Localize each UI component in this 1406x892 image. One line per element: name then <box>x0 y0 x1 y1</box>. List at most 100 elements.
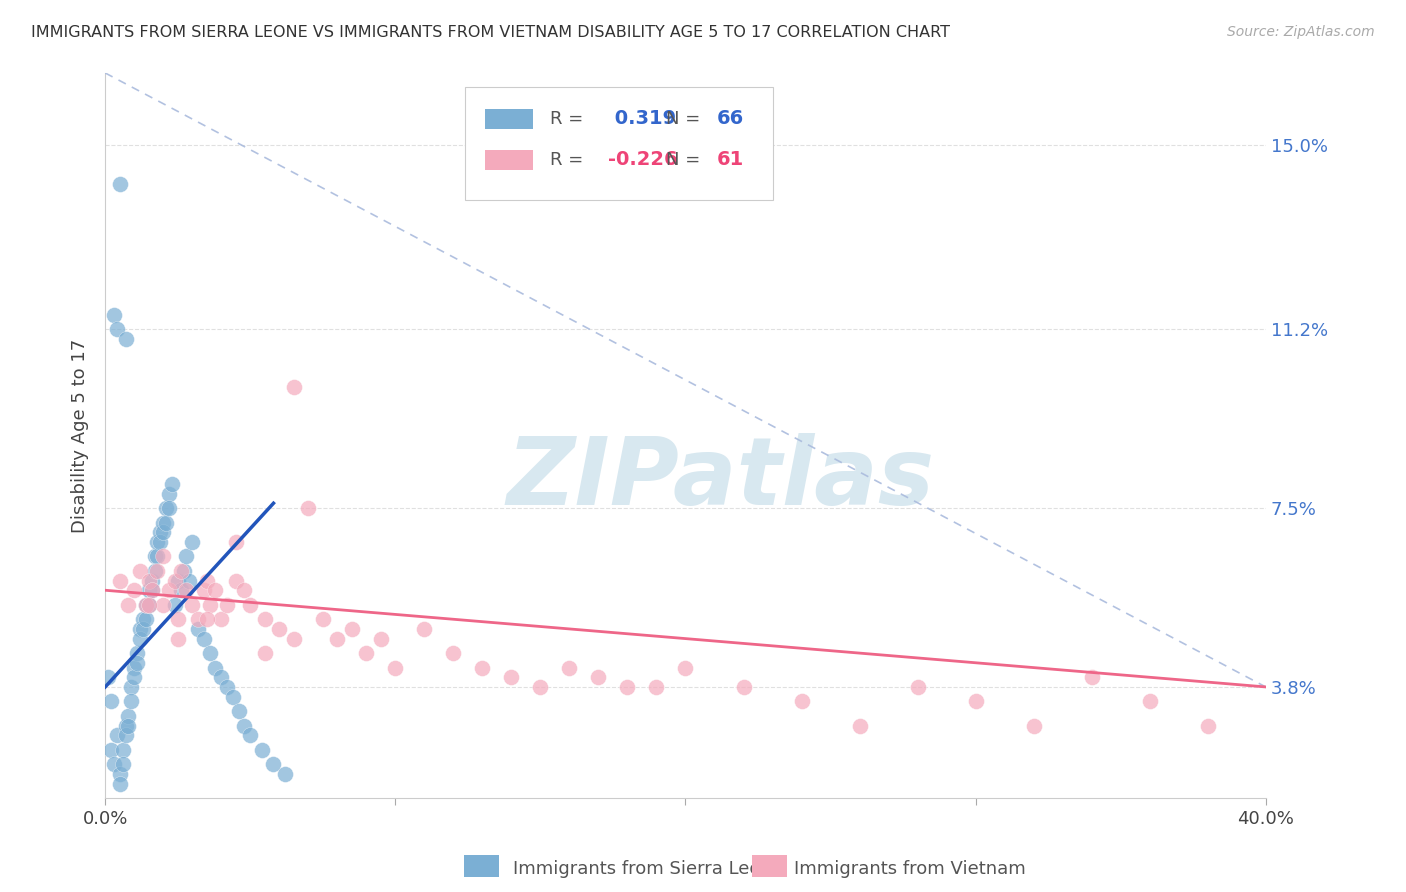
Point <box>370 632 392 646</box>
Point <box>907 680 929 694</box>
Point <box>103 308 125 322</box>
Point <box>274 767 297 781</box>
Point <box>141 583 163 598</box>
Point <box>138 598 160 612</box>
Point <box>675 660 697 674</box>
Point <box>1139 694 1161 708</box>
Point <box>163 574 186 588</box>
Point <box>250 743 273 757</box>
Text: -0.226: -0.226 <box>607 151 678 169</box>
Text: N =: N = <box>666 110 700 128</box>
Point <box>176 549 198 564</box>
Point <box>441 646 464 660</box>
Text: Source: ZipAtlas.com: Source: ZipAtlas.com <box>1227 25 1375 39</box>
Point <box>122 583 145 598</box>
Point <box>1080 670 1102 684</box>
Point <box>173 564 195 578</box>
Point <box>233 583 256 598</box>
Text: IMMIGRANTS FROM SIERRA LEONE VS IMMIGRANTS FROM VIETNAM DISABILITY AGE 5 TO 17 C: IMMIGRANTS FROM SIERRA LEONE VS IMMIGRAN… <box>31 25 950 40</box>
Point <box>108 177 131 191</box>
Point <box>501 670 523 684</box>
Point <box>146 549 169 564</box>
Text: Immigrants from Vietnam: Immigrants from Vietnam <box>794 860 1026 878</box>
Point <box>616 680 638 694</box>
Point <box>135 598 157 612</box>
Point <box>283 380 305 394</box>
Point <box>269 622 291 636</box>
Point <box>108 777 131 791</box>
Point <box>384 660 406 674</box>
Point <box>326 632 349 646</box>
Point <box>179 574 201 588</box>
Point <box>215 598 238 612</box>
Point <box>209 612 232 626</box>
Point <box>1022 718 1045 732</box>
Point <box>129 564 152 578</box>
Point <box>558 660 581 674</box>
Point <box>135 598 157 612</box>
Point <box>645 680 668 694</box>
Point <box>114 718 136 732</box>
Point <box>132 612 155 626</box>
Point <box>114 332 136 346</box>
Point <box>135 612 157 626</box>
Text: 66: 66 <box>717 109 744 128</box>
Point <box>141 583 163 598</box>
Point <box>222 690 245 704</box>
Point <box>108 574 131 588</box>
Point <box>283 632 305 646</box>
Point <box>965 694 987 708</box>
Text: 61: 61 <box>717 151 744 169</box>
Point <box>239 728 262 742</box>
Point <box>127 656 149 670</box>
Point <box>157 583 180 598</box>
Text: Immigrants from Sierra Leone: Immigrants from Sierra Leone <box>513 860 783 878</box>
Point <box>152 598 174 612</box>
Text: N =: N = <box>666 151 700 169</box>
Point <box>152 549 174 564</box>
Point <box>143 564 166 578</box>
Point <box>239 598 262 612</box>
Point <box>157 501 180 516</box>
Point <box>228 704 250 718</box>
Point <box>204 583 226 598</box>
Point <box>127 646 149 660</box>
Point <box>120 694 142 708</box>
Point <box>198 598 221 612</box>
Point <box>152 525 174 540</box>
Point <box>138 574 160 588</box>
Text: ZIPatlas: ZIPatlas <box>506 434 935 525</box>
Point <box>97 670 120 684</box>
Point <box>790 694 813 708</box>
Point <box>100 694 122 708</box>
Point <box>111 757 134 772</box>
Point <box>166 632 188 646</box>
Point <box>312 612 335 626</box>
Point <box>181 598 204 612</box>
Point <box>1197 718 1219 732</box>
Point <box>122 660 145 674</box>
Point <box>141 574 163 588</box>
Point <box>253 646 276 660</box>
FancyBboxPatch shape <box>465 87 772 200</box>
Point <box>138 583 160 598</box>
Point <box>152 516 174 530</box>
Point <box>588 670 610 684</box>
Point <box>117 598 139 612</box>
Point <box>155 516 177 530</box>
Point <box>187 622 209 636</box>
Point <box>129 622 152 636</box>
Point <box>117 718 139 732</box>
Point <box>166 612 188 626</box>
Point <box>117 709 139 723</box>
Point <box>848 718 870 732</box>
Point <box>160 476 183 491</box>
Text: R =: R = <box>550 151 583 169</box>
Point <box>204 660 226 674</box>
Point <box>103 757 125 772</box>
Point <box>146 564 169 578</box>
FancyBboxPatch shape <box>485 150 533 170</box>
Point <box>105 728 128 742</box>
Point <box>225 574 247 588</box>
Point <box>176 583 198 598</box>
